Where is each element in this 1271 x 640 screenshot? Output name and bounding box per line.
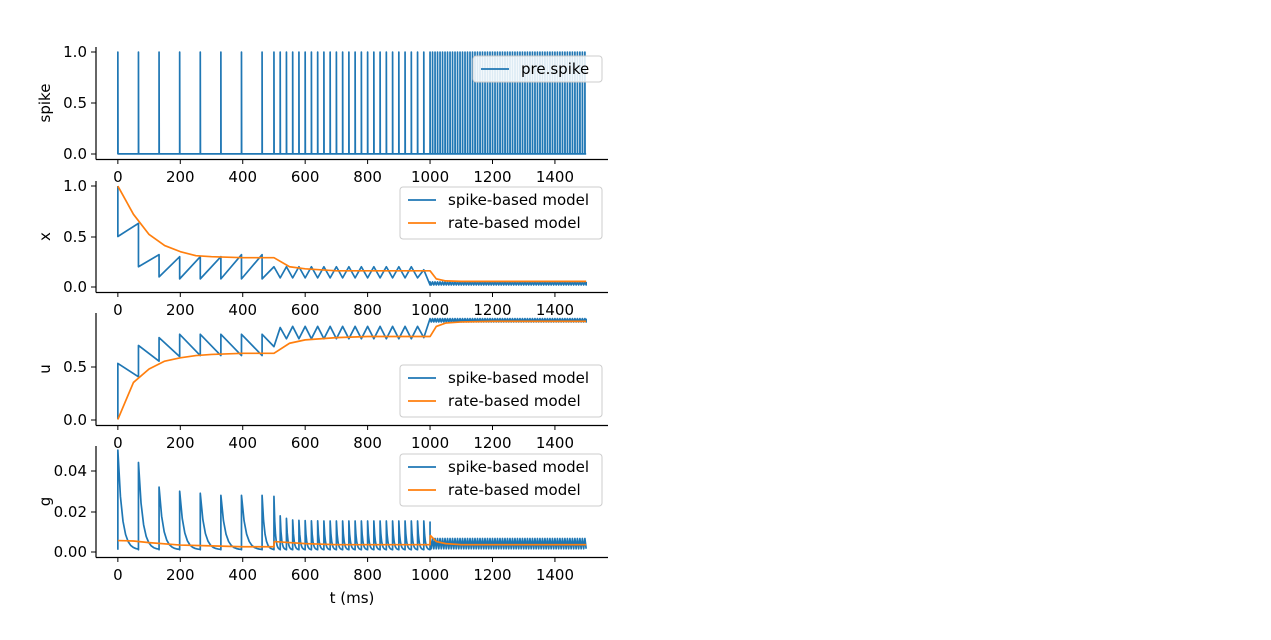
g-subplot: 0 200 400 600 800 1000 1200 1400 0.00 0.02 0.04 g t … [36, 446, 608, 607]
x-tick-label: 0 [113, 301, 123, 319]
legend-label: pre.spike [521, 60, 589, 78]
x-tick-label: 1400 [536, 434, 574, 452]
x-tick-label: 1000 [411, 566, 449, 584]
x-tick-label: 800 [353, 434, 382, 452]
y-tick-label: 0.5 [63, 228, 87, 246]
y-tick-label: 0.04 [54, 462, 87, 480]
spike-subplot: 0 200 400 600 800 1000 1200 1400 0.0 0.5 1.0 spike p… [36, 43, 608, 186]
legend-label: rate-based model [448, 392, 581, 410]
x-tick-label: 1000 [411, 168, 449, 186]
x-tick-label: 200 [166, 168, 195, 186]
x-tick-label: 0 [113, 168, 123, 186]
y-axis-label: g [36, 497, 54, 507]
x-tick-label: 1400 [536, 168, 574, 186]
y-tick-label: 0.0 [63, 411, 87, 429]
x-tick-label: 600 [291, 434, 320, 452]
x-tick-label: 200 [166, 434, 195, 452]
series-line-rate-based-model [117, 534, 587, 548]
y-axis-label: spike [36, 84, 54, 123]
x-tick-label: 1200 [473, 434, 511, 452]
legend-box [399, 364, 603, 418]
y-tick-label: 0.00 [54, 543, 87, 561]
x-tick-label: 200 [166, 566, 195, 584]
legend-label: rate-based model [448, 481, 581, 499]
x-tick-label: 400 [228, 301, 257, 319]
y-tick-label: 0.02 [54, 503, 87, 521]
x-tick-label: 1000 [411, 434, 449, 452]
x-tick-label: 400 [228, 566, 257, 584]
x-tick-label: 400 [228, 434, 257, 452]
series-line-pre-spike [117, 51, 587, 155]
legend-box [399, 186, 603, 240]
x-tick-label: 1200 [473, 301, 511, 319]
y-tick-label: 0.5 [63, 94, 87, 112]
legend-label: rate-based model [448, 214, 581, 232]
y-tick-label: 1.0 [63, 43, 87, 61]
y-tick-label: 0.0 [63, 145, 87, 163]
x-tick-label: 600 [291, 168, 320, 186]
x-tick-label: 1400 [536, 566, 574, 584]
x-tick-label: 1000 [411, 301, 449, 319]
legend-box [399, 453, 603, 507]
x-tick-label: 600 [291, 566, 320, 584]
y-tick-label: 0.0 [63, 278, 87, 296]
y-tick-label: 0.5 [63, 358, 87, 376]
x-subplot: 0 200 400 600 800 1000 1200 1400 0.0 0.5 1.0 x spike… [36, 177, 608, 319]
legend-label: spike-based model [448, 458, 589, 476]
series-line-rate-based-model [117, 185, 587, 283]
y-tick-label: 1.0 [63, 177, 87, 195]
y-axis-label: x [36, 232, 54, 241]
y-axis-label: u [36, 364, 54, 374]
legend-label: spike-based model [448, 191, 589, 209]
x-tick-label: 1200 [473, 566, 511, 584]
x-tick-label: 400 [228, 168, 257, 186]
legend-label: spike-based model [448, 369, 589, 387]
x-tick-label: 800 [353, 168, 382, 186]
legend-box [472, 55, 603, 83]
x-tick-label: 800 [353, 301, 382, 319]
x-tick-label: 800 [353, 566, 382, 584]
series-line-rate-based-model [117, 320, 587, 420]
x-tick-label: 0 [113, 566, 123, 584]
x-tick-label: 1400 [536, 301, 574, 319]
x-tick-label: 200 [166, 301, 195, 319]
u-subplot: 0 200 400 600 800 1000 1200 1400 0.0 0.5 u spike-ba… [36, 313, 608, 452]
x-tick-label: 1200 [473, 168, 511, 186]
x-tick-label: 600 [291, 301, 320, 319]
x-tick-label: 0 [113, 434, 123, 452]
x-axis-label: t (ms) [330, 589, 375, 607]
